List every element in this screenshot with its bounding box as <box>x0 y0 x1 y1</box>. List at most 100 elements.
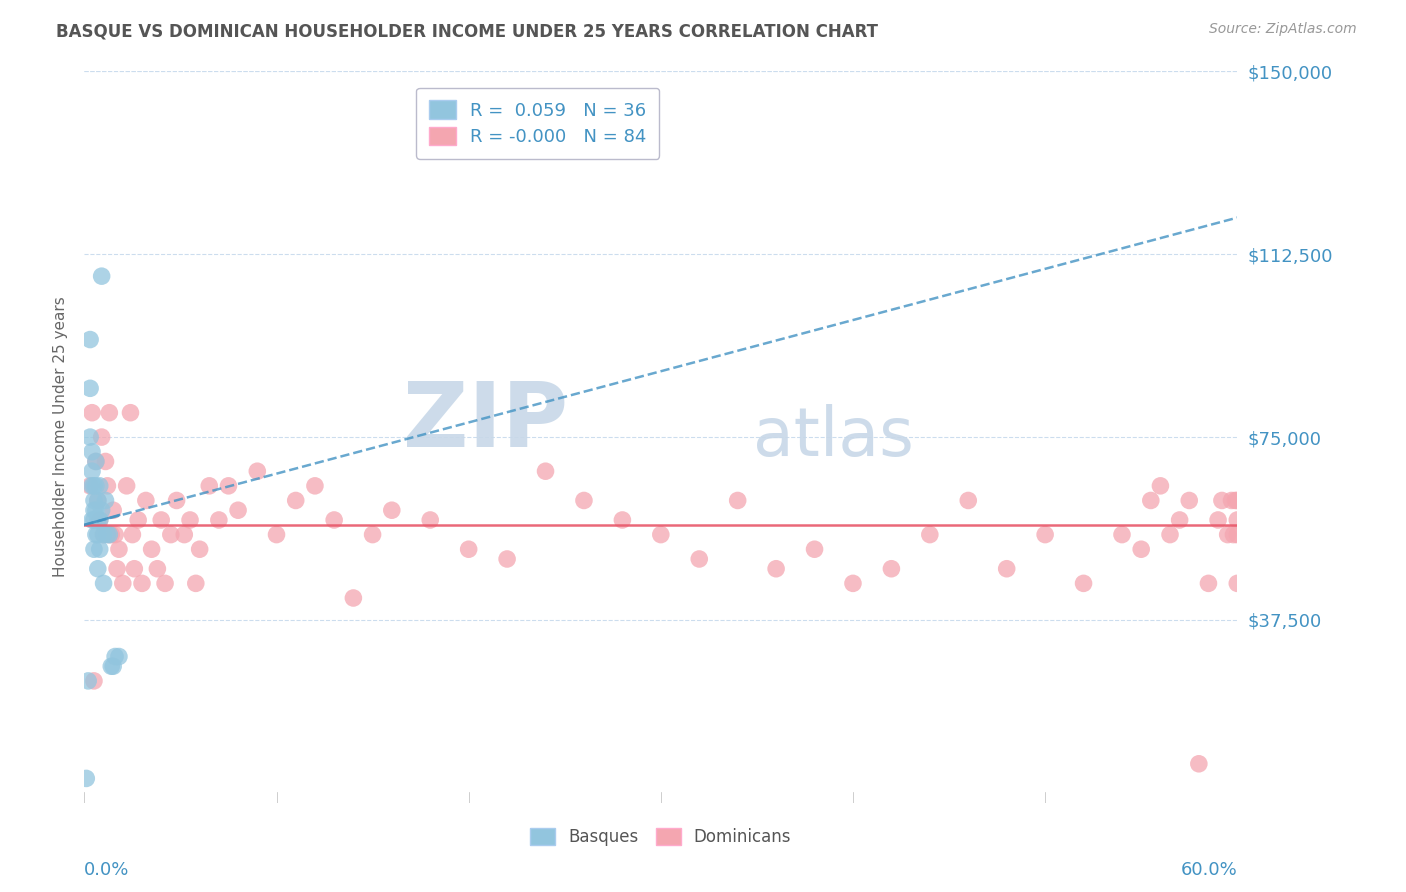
Point <box>381 503 404 517</box>
Point <box>96 479 118 493</box>
Point <box>208 513 231 527</box>
Point <box>98 527 121 541</box>
Point <box>1226 527 1249 541</box>
Point <box>173 527 195 541</box>
Point <box>995 562 1018 576</box>
Point <box>1073 576 1095 591</box>
Point <box>100 527 122 541</box>
Point <box>1033 527 1056 541</box>
Point <box>727 493 749 508</box>
Point <box>120 406 142 420</box>
Point <box>83 503 105 517</box>
Y-axis label: Householder Income Under 25 years: Householder Income Under 25 years <box>53 297 69 577</box>
Point <box>1188 756 1211 771</box>
Point <box>957 493 980 508</box>
Text: 60.0%: 60.0% <box>1181 862 1237 880</box>
Point <box>419 513 441 527</box>
Point <box>124 562 146 576</box>
Point <box>127 513 149 527</box>
Point <box>1222 527 1244 541</box>
Point <box>115 479 138 493</box>
Point <box>688 552 710 566</box>
Point <box>93 527 115 541</box>
Point <box>160 527 183 541</box>
Point <box>153 576 176 591</box>
Point <box>93 576 115 591</box>
Point <box>98 406 121 420</box>
Text: 0.0%: 0.0% <box>84 862 129 880</box>
Point <box>496 552 519 566</box>
Point <box>100 659 122 673</box>
Point <box>765 562 787 576</box>
Point <box>1226 576 1249 591</box>
Point <box>880 562 903 576</box>
Point <box>84 527 107 541</box>
Point <box>89 479 111 493</box>
Point <box>89 513 111 527</box>
Point <box>83 542 105 557</box>
Point <box>842 576 865 591</box>
Point <box>89 542 111 557</box>
Point <box>84 503 107 517</box>
Point <box>104 527 127 541</box>
Point <box>342 591 364 605</box>
Point <box>87 513 110 527</box>
Point <box>1211 493 1233 508</box>
Point <box>534 464 557 478</box>
Point <box>80 406 103 420</box>
Point <box>75 772 97 786</box>
Point <box>108 542 131 557</box>
Point <box>1220 493 1243 508</box>
Point <box>266 527 288 541</box>
Point <box>96 527 118 541</box>
Point <box>83 493 105 508</box>
Point <box>1225 493 1247 508</box>
Point <box>87 493 110 508</box>
Point <box>83 479 105 493</box>
Point <box>1226 513 1249 527</box>
Point <box>304 479 326 493</box>
Point <box>361 527 384 541</box>
Point <box>104 649 127 664</box>
Point <box>80 479 103 493</box>
Point <box>108 649 131 664</box>
Point <box>83 673 105 688</box>
Point <box>103 659 124 673</box>
Point <box>166 493 188 508</box>
Point <box>1140 493 1163 508</box>
Point <box>87 562 110 576</box>
Point <box>80 464 103 478</box>
Point <box>184 576 207 591</box>
Point <box>87 493 110 508</box>
Text: BASQUE VS DOMINICAN HOUSEHOLDER INCOME UNDER 25 YEARS CORRELATION CHART: BASQUE VS DOMINICAN HOUSEHOLDER INCOME U… <box>56 22 879 40</box>
Point <box>1149 479 1171 493</box>
Point <box>1178 493 1201 508</box>
Point <box>1216 527 1239 541</box>
Point <box>150 513 173 527</box>
Point <box>84 454 107 468</box>
Point <box>83 513 105 527</box>
Point <box>226 503 249 517</box>
Point <box>135 493 157 508</box>
Point <box>918 527 941 541</box>
Point <box>131 576 153 591</box>
Point <box>650 527 672 541</box>
Point <box>218 479 240 493</box>
Point <box>1130 542 1153 557</box>
Point <box>90 503 112 517</box>
Point <box>90 269 112 284</box>
Point <box>284 493 307 508</box>
Point <box>146 562 169 576</box>
Point <box>246 464 269 478</box>
Point <box>198 479 221 493</box>
Point <box>572 493 595 508</box>
Point <box>89 513 111 527</box>
Point <box>141 542 163 557</box>
Point <box>323 513 346 527</box>
Point <box>457 542 479 557</box>
Point <box>612 513 634 527</box>
Point <box>803 542 825 557</box>
Point <box>1198 576 1220 591</box>
Point <box>1111 527 1133 541</box>
Point <box>111 576 134 591</box>
